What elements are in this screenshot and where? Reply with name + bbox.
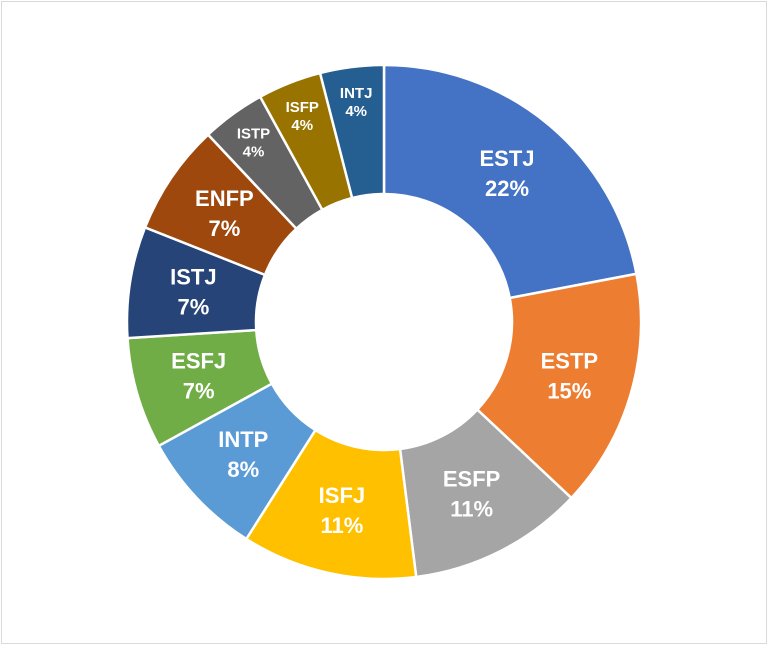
slice-value-esfp: 11% (450, 497, 493, 522)
slice-estj (382, 63, 638, 300)
slice-value-estj: 22% (485, 176, 529, 201)
slice-label-esfp: ESFP (443, 467, 500, 492)
slice-label-intj: INTJ (340, 85, 373, 102)
slice-label-istj: ISTJ (170, 265, 216, 290)
slice-label-istp: ISTP (237, 126, 270, 143)
slice-value-esfj: 7% (183, 379, 215, 404)
slice-value-isfj: 11% (320, 513, 363, 538)
slice-value-estp: 15% (547, 379, 591, 404)
slice-label-esfj: ESFJ (171, 349, 226, 374)
slice-estp (475, 272, 643, 500)
slice-label-isfp: ISFP (286, 99, 319, 116)
slice-value-istj: 7% (177, 295, 209, 320)
slice-label-enfp: ENFP (195, 186, 254, 211)
slice-label-intp: INTP (218, 427, 268, 452)
slice-value-isfp: 4% (291, 117, 313, 134)
slice-value-enfp: 7% (208, 216, 240, 241)
slice-label-estj: ESTJ (480, 146, 535, 171)
slice-intj (318, 63, 386, 200)
slice-value-istp: 4% (243, 144, 265, 161)
slice-value-intp: 8% (227, 457, 259, 482)
slice-value-intj: 4% (345, 103, 367, 120)
slice-label-isfj: ISFJ (319, 483, 365, 508)
slice-label-estp: ESTP (541, 349, 598, 374)
